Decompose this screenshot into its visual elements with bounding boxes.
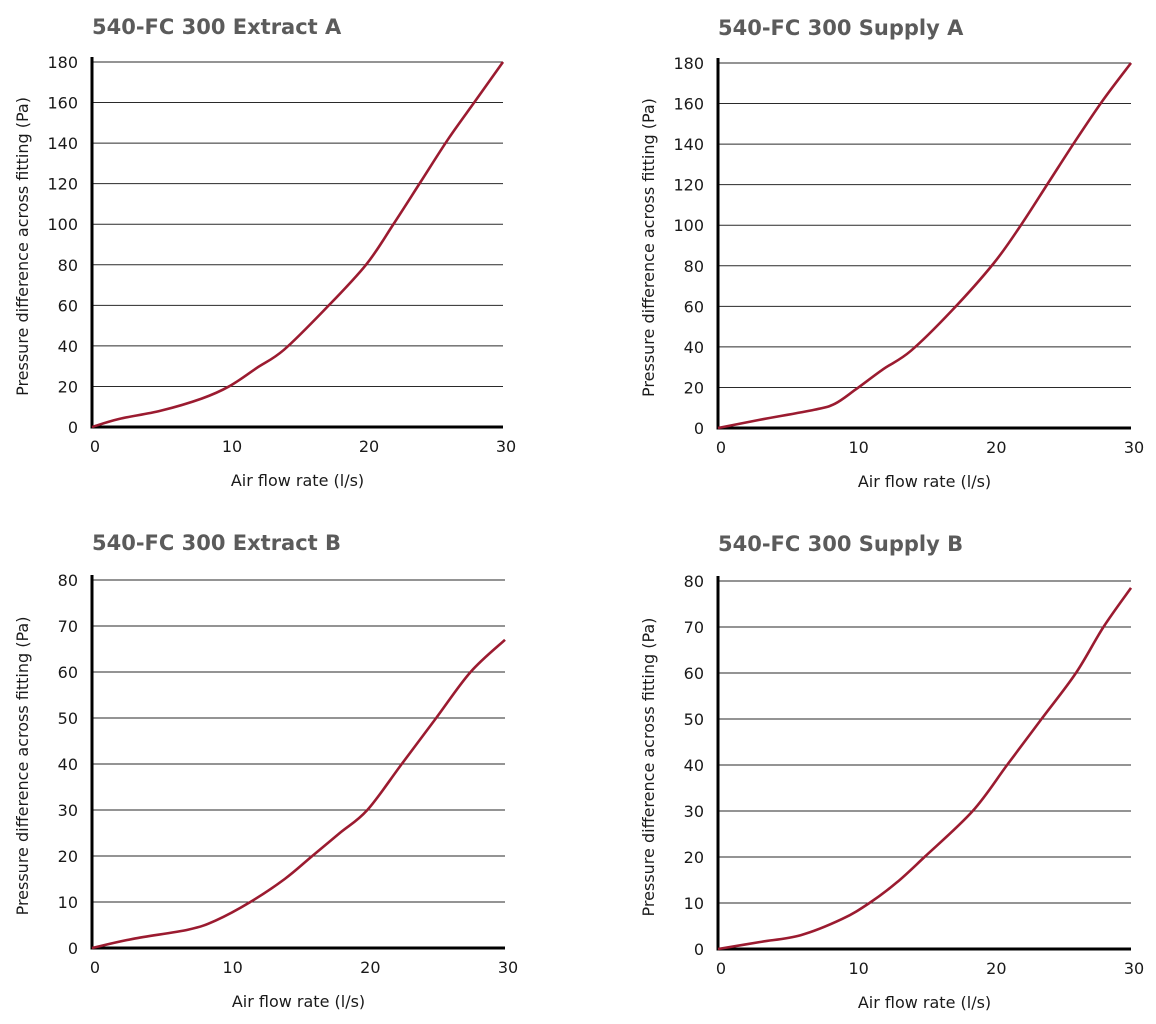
y-tick-label: 40 (58, 337, 78, 356)
x-tick-label: 0 (90, 437, 100, 456)
y-tick-label: 10 (58, 893, 78, 912)
chart-title: 540-FC 300 Extract B (92, 531, 341, 555)
y-axis-label: Pressure difference across fitting (Pa) (639, 98, 658, 397)
y-tick-label: 0 (694, 940, 704, 959)
chart-title: 540-FC 300 Supply A (718, 16, 964, 40)
x-tick-label: 30 (496, 437, 516, 456)
y-tick-label: 180 (47, 53, 78, 72)
series-line (91, 638, 506, 950)
y-axis-label: Pressure difference across fitting (Pa) (13, 617, 32, 916)
y-tick-label: 50 (58, 709, 78, 728)
x-tick-label: 20 (360, 958, 380, 977)
y-tick-label: 20 (684, 848, 704, 867)
y-tick-label: 120 (47, 175, 78, 194)
y-tick-label: 30 (684, 802, 704, 821)
y-tick-label: 60 (58, 663, 78, 682)
y-tick-label: 120 (673, 176, 704, 195)
y-tick-label: 160 (47, 94, 78, 113)
y-tick-label: 140 (47, 134, 78, 153)
x-axis-label: Air flow rate (l/s) (858, 472, 991, 491)
x-tick-label: 10 (222, 437, 242, 456)
y-tick-label: 20 (684, 378, 704, 397)
y-tick-label: 70 (684, 618, 704, 637)
chart-title: 540-FC 300 Supply B (718, 532, 963, 556)
y-tick-label: 80 (684, 257, 704, 276)
y-tick-label: 180 (673, 54, 704, 73)
x-tick-label: 0 (90, 958, 100, 977)
y-tick-label: 40 (58, 755, 78, 774)
x-tick-label: 10 (848, 959, 868, 978)
y-tick-label: 160 (673, 95, 704, 114)
x-tick-label: 20 (986, 438, 1006, 457)
y-tick-label: 80 (58, 571, 78, 590)
y-tick-label: 60 (684, 297, 704, 316)
x-axis-label: Air flow rate (l/s) (232, 992, 365, 1011)
y-tick-label: 20 (58, 847, 78, 866)
x-tick-label: 30 (1124, 959, 1144, 978)
y-axis-label: Pressure difference across fitting (Pa) (13, 97, 32, 396)
x-axis-label: Air flow rate (l/s) (858, 993, 991, 1012)
y-tick-label: 60 (58, 296, 78, 315)
x-tick-label: 0 (716, 438, 726, 457)
x-tick-label: 30 (498, 958, 518, 977)
y-tick-label: 0 (68, 418, 78, 437)
chart-1: 540-FC 300 Extract A02040608010012014016… (13, 15, 516, 490)
y-tick-label: 60 (684, 664, 704, 683)
y-tick-label: 40 (684, 756, 704, 775)
y-tick-label: 100 (47, 215, 78, 234)
x-tick-label: 30 (1124, 438, 1144, 457)
y-tick-label: 10 (684, 894, 704, 913)
chart-2: 540-FC 300 Supply A020406080100120140160… (639, 16, 1144, 491)
x-tick-label: 0 (716, 959, 726, 978)
series-line (91, 61, 505, 429)
y-tick-label: 30 (58, 801, 78, 820)
y-tick-label: 20 (58, 377, 78, 396)
x-axis-label: Air flow rate (l/s) (231, 471, 364, 490)
y-tick-label: 100 (673, 216, 704, 235)
y-tick-label: 50 (684, 710, 704, 729)
series-line (717, 587, 1133, 951)
y-tick-label: 70 (58, 617, 78, 636)
x-tick-label: 10 (848, 438, 868, 457)
y-tick-label: 0 (694, 419, 704, 438)
x-tick-label: 20 (986, 959, 1006, 978)
series-line (717, 62, 1133, 430)
x-tick-label: 10 (222, 958, 242, 977)
y-tick-label: 80 (684, 572, 704, 591)
chart-title: 540-FC 300 Extract A (92, 15, 342, 39)
chart-3: 540-FC 300 Extract B 0 10 20 30 40 50 60 70 80 0 10… (13, 531, 518, 1011)
y-tick-label: 80 (58, 256, 78, 275)
y-tick-label: 0 (68, 939, 78, 958)
x-tick-label: 20 (359, 437, 379, 456)
chart-4: 540-FC 300 Supply B 0 10 20 30 40 50 60 70 80 0 10 2… (639, 532, 1144, 1012)
y-axis-label: Pressure difference across fitting (Pa) (639, 618, 658, 917)
y-tick-label: 140 (673, 135, 704, 154)
y-tick-label: 40 (684, 338, 704, 357)
